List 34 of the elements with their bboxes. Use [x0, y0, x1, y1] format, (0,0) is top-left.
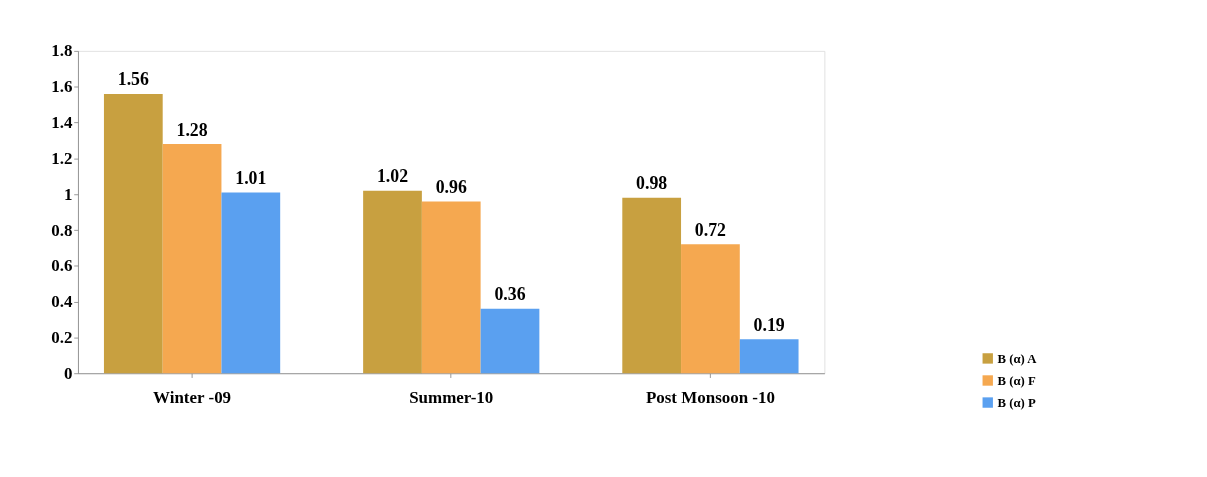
y-tick-label: 1.4: [51, 113, 74, 133]
data-label: 0.96: [435, 176, 467, 197]
y-tick-label: 1.2: [51, 148, 73, 168]
y-tick-label: 0.6: [51, 256, 73, 276]
legend-label: B (α) P: [997, 395, 1036, 410]
bar: [162, 144, 222, 374]
bar: [480, 308, 540, 374]
data-label: 0.98: [636, 173, 668, 194]
bar: [103, 93, 163, 374]
y-tick-label: 0.8: [51, 220, 73, 240]
x-tick-label: Winter -09: [153, 388, 232, 408]
legend-label: B (α) F: [997, 373, 1036, 388]
bar: [221, 192, 281, 374]
legend-label: B (α) A: [997, 351, 1038, 366]
y-tick-label: 1.8: [51, 41, 73, 61]
data-label: 0.72: [694, 219, 727, 240]
bar: [739, 339, 799, 374]
data-label: 0.19: [753, 314, 785, 335]
x-tick-label: Post Monsoon -10: [645, 388, 775, 408]
y-tick-label: 0.4: [51, 292, 74, 312]
data-label: 1.02: [376, 166, 409, 187]
data-label: 1.01: [235, 167, 267, 188]
data-label: 0.36: [494, 284, 526, 305]
bar: [681, 244, 740, 374]
data-label: 1.56: [117, 69, 149, 90]
y-tick-label: 0.2: [51, 327, 73, 347]
bar: [622, 197, 682, 374]
x-tick-label: Summer-10: [409, 388, 494, 408]
data-label: 1.28: [176, 119, 208, 140]
y-tick-label: 1.6: [51, 77, 73, 97]
y-tick-label: 1: [64, 184, 73, 204]
y-tick-label: 0: [64, 363, 73, 383]
bar: [363, 190, 422, 374]
bar: [421, 201, 481, 374]
